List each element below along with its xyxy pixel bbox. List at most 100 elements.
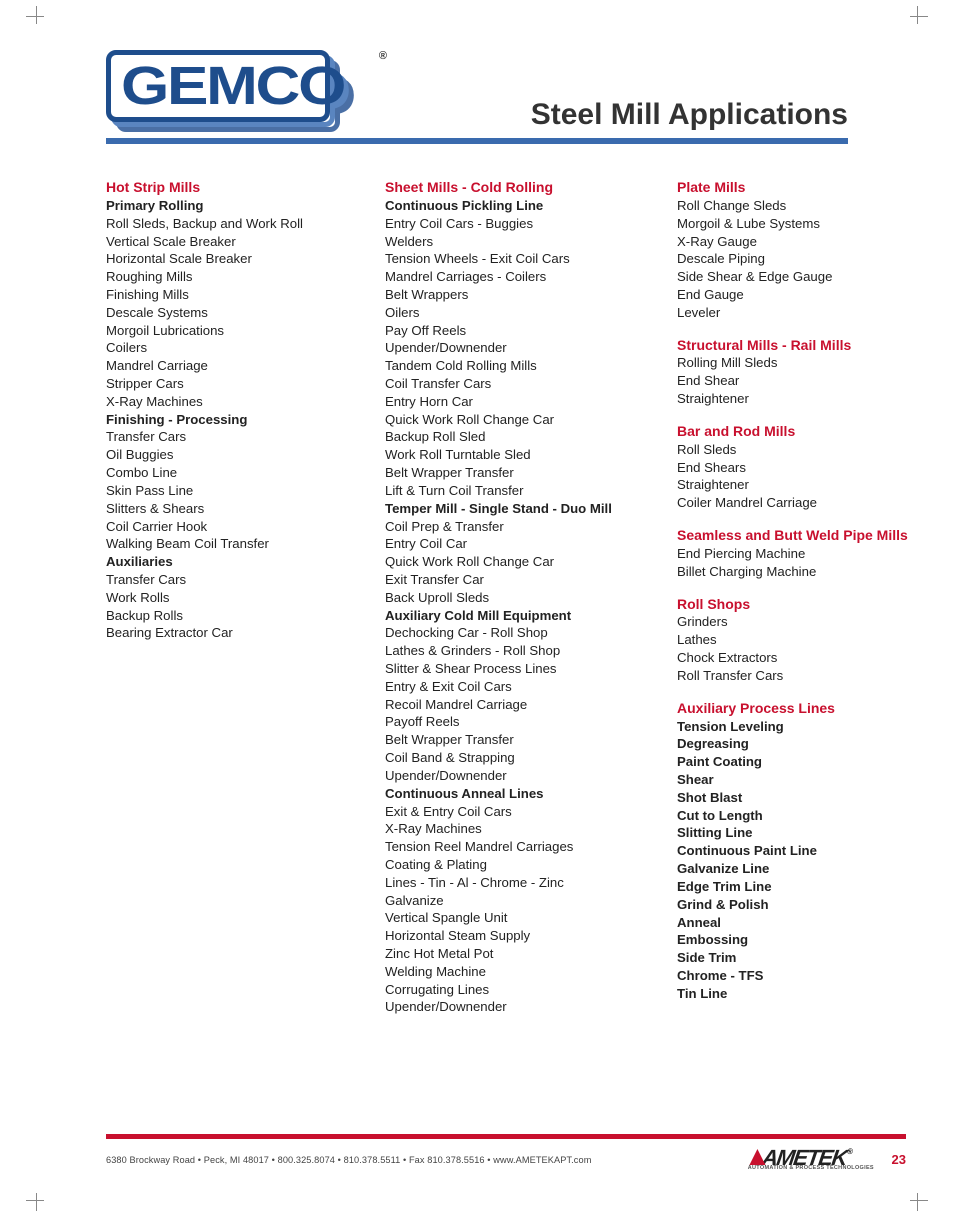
- list-item: Mandrel Carriages - Coilers: [385, 268, 653, 286]
- list-item: Roll Sleds, Backup and Work Roll: [106, 215, 361, 233]
- list-item: Grinders: [677, 613, 915, 631]
- registered-icon: ®: [847, 1147, 853, 1156]
- list-item: Welding Machine: [385, 963, 653, 981]
- list-item: Straightener: [677, 476, 915, 494]
- list-item: Billet Charging Machine: [677, 563, 915, 581]
- list-item: Side Shear & Edge Gauge: [677, 268, 915, 286]
- list-item: Dechocking Car - Roll Shop: [385, 624, 653, 642]
- ametek-tagline: AUTOMATION & PROCESS TECHNOLOGIES: [748, 1167, 874, 1171]
- list-item: Skin Pass Line: [106, 482, 361, 500]
- column: Plate MillsRoll Change SledsMorgoil & Lu…: [677, 178, 915, 1016]
- list-item: Oilers: [385, 304, 653, 322]
- section-heading: Structural Mills - Rail Mills: [677, 336, 915, 355]
- list-item-bold: Galvanize Line: [677, 860, 915, 878]
- list-item-bold: Grind & Polish: [677, 896, 915, 914]
- page-number: 23: [892, 1152, 906, 1167]
- list-item: End Shear: [677, 372, 915, 390]
- sub-heading: Continuous Anneal Lines: [385, 785, 653, 803]
- sub-heading: Finishing - Processing: [106, 411, 361, 429]
- sub-heading: Continuous Pickling Line: [385, 197, 653, 215]
- list-item-bold: Slitting Line: [677, 824, 915, 842]
- list-item-bold: Continuous Paint Line: [677, 842, 915, 860]
- list-item: Welders: [385, 233, 653, 251]
- list-item: Entry & Exit Coil Cars: [385, 678, 653, 696]
- list-item: Horizontal Scale Breaker: [106, 250, 361, 268]
- ametek-logo: AMETEK® AUTOMATION & PROCESS TECHNOLOGIE…: [748, 1149, 877, 1171]
- list-item: Coating & Plating: [385, 856, 653, 874]
- list-item: Pay Off Reels: [385, 322, 653, 340]
- list-item: End Piercing Machine: [677, 545, 915, 563]
- list-item: Lathes & Grinders - Roll Shop: [385, 642, 653, 660]
- list-item: Belt Wrappers: [385, 286, 653, 304]
- list-item-bold: Degreasing: [677, 735, 915, 753]
- crop-mark: [910, 1193, 926, 1209]
- section-heading: Hot Strip Mills: [106, 178, 361, 197]
- list-item: Horizontal Steam Supply: [385, 927, 653, 945]
- list-item: Zinc Hot Metal Pot: [385, 945, 653, 963]
- list-item: Belt Wrapper Transfer: [385, 464, 653, 482]
- list-item: Tension Reel Mandrel Carriages: [385, 838, 653, 856]
- list-item: Descale Piping: [677, 250, 915, 268]
- list-item-bold: Tension Leveling: [677, 718, 915, 736]
- sub-heading: Temper Mill - Single Stand - Duo Mill: [385, 500, 653, 518]
- list-item: X-Ray Machines: [106, 393, 361, 411]
- crop-mark: [910, 8, 926, 24]
- page-header: GEMCO GEMCO GEMCO® Steel Mill Applicatio…: [48, 40, 906, 138]
- list-item-bold: Shear: [677, 771, 915, 789]
- list-item: Morgoil Lubrications: [106, 322, 361, 340]
- list-item: Entry Horn Car: [385, 393, 653, 411]
- section-heading: Sheet Mills - Cold Rolling: [385, 178, 653, 197]
- triangle-icon: [750, 1149, 766, 1165]
- list-item-bold: Shot Blast: [677, 789, 915, 807]
- list-item: Upender/Downender: [385, 998, 653, 1016]
- list-item-bold: Side Trim: [677, 949, 915, 967]
- page-footer: 6380 Brockway Road • Peck, MI 48017 • 80…: [106, 1134, 906, 1171]
- list-item: X-Ray Machines: [385, 820, 653, 838]
- list-item: Coil Carrier Hook: [106, 518, 361, 536]
- list-item: Exit & Entry Coil Cars: [385, 803, 653, 821]
- list-item-bold: Anneal: [677, 914, 915, 932]
- list-item: Tandem Cold Rolling Mills: [385, 357, 653, 375]
- list-item: Exit Transfer Car: [385, 571, 653, 589]
- list-item: Lathes: [677, 631, 915, 649]
- list-item: Quick Work Roll Change Car: [385, 553, 653, 571]
- list-item-bold: Embossing: [677, 931, 915, 949]
- registered-icon: ®: [379, 51, 385, 62]
- list-item: Straightener: [677, 390, 915, 408]
- list-item: Bearing Extractor Car: [106, 624, 361, 642]
- column: Sheet Mills - Cold RollingContinuous Pic…: [385, 178, 653, 1016]
- list-item: Payoff Reels: [385, 713, 653, 731]
- crop-mark: [28, 1193, 44, 1209]
- footer-rule: [106, 1134, 906, 1139]
- crop-mark: [28, 8, 44, 24]
- content-columns: Hot Strip MillsPrimary RollingRoll Sleds…: [48, 178, 906, 1016]
- list-item: Descale Systems: [106, 304, 361, 322]
- list-item: End Shears: [677, 459, 915, 477]
- list-item: Recoil Mandrel Carriage: [385, 696, 653, 714]
- column: Hot Strip MillsPrimary RollingRoll Sleds…: [106, 178, 361, 1016]
- list-item: Coil Band & Strapping: [385, 749, 653, 767]
- list-item: Backup Roll Sled: [385, 428, 653, 446]
- list-item: Roll Change Sleds: [677, 197, 915, 215]
- list-item-bold: Paint Coating: [677, 753, 915, 771]
- list-item: Mandrel Carriage: [106, 357, 361, 375]
- section-heading: Plate Mills: [677, 178, 915, 197]
- list-item: Backup Rolls: [106, 607, 361, 625]
- sub-heading: Auxiliaries: [106, 553, 361, 571]
- list-item: Entry Coil Car: [385, 535, 653, 553]
- section-heading: Seamless and Butt Weld Pipe Mills: [677, 526, 915, 545]
- list-item: Work Rolls: [106, 589, 361, 607]
- section-heading: Roll Shops: [677, 595, 915, 614]
- list-item: Transfer Cars: [106, 428, 361, 446]
- list-item: Lift & Turn Coil Transfer: [385, 482, 653, 500]
- sub-heading: Auxiliary Cold Mill Equipment: [385, 607, 653, 625]
- list-item-bold: Tin Line: [677, 985, 915, 1003]
- list-item: Roughing Mills: [106, 268, 361, 286]
- list-item: Leveler: [677, 304, 915, 322]
- list-item: Roll Sleds: [677, 441, 915, 459]
- list-item: Galvanize: [385, 892, 653, 910]
- list-item: End Gauge: [677, 286, 915, 304]
- list-item: Oil Buggies: [106, 446, 361, 464]
- list-item: X-Ray Gauge: [677, 233, 915, 251]
- list-item: Work Roll Turntable Sled: [385, 446, 653, 464]
